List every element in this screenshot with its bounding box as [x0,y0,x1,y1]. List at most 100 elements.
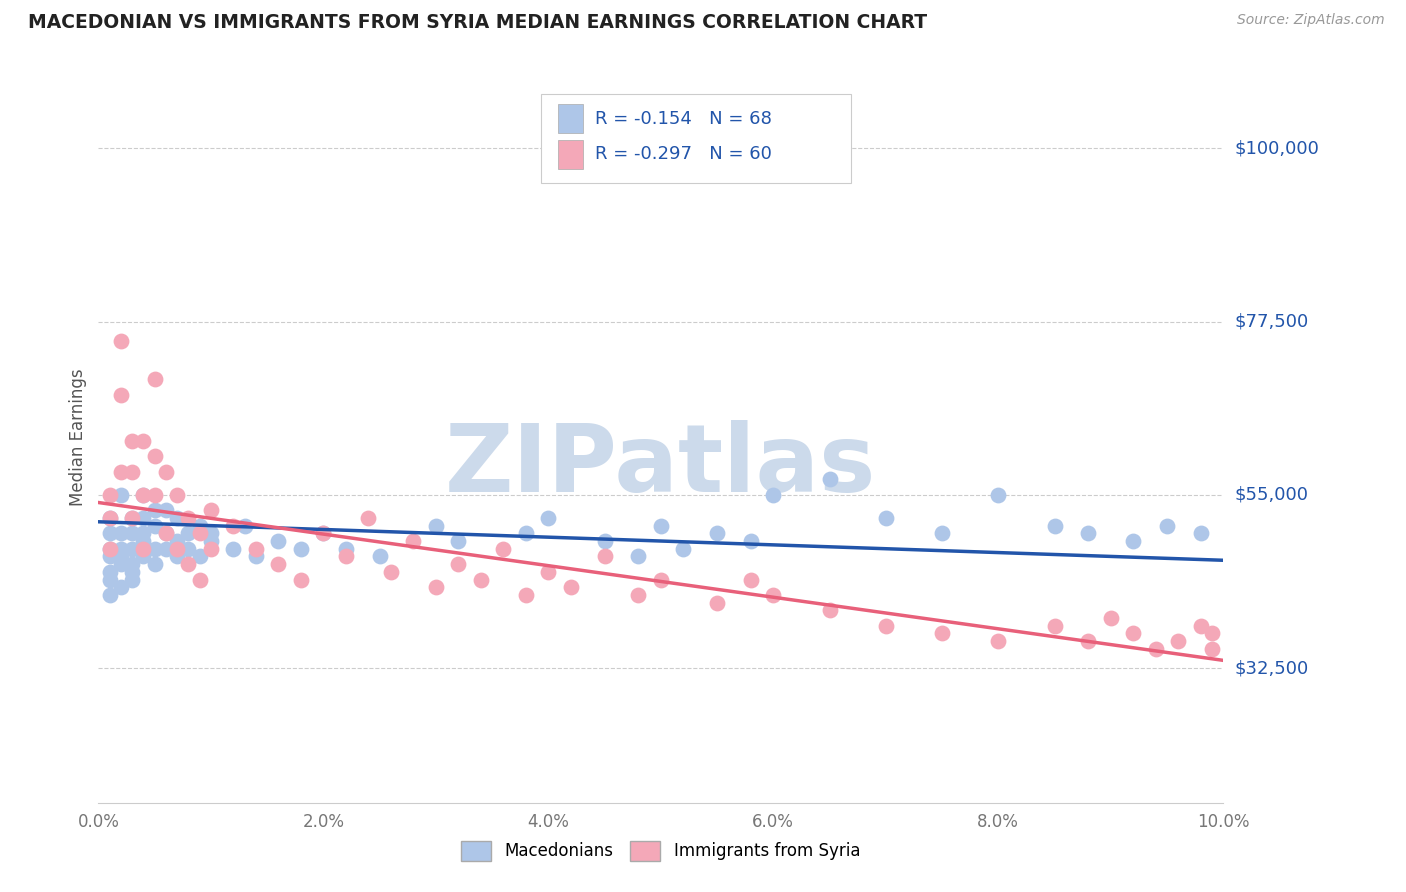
Point [155,503,177,517]
Point [188,518,211,533]
Point [312,526,335,541]
Point [121,573,143,587]
Point [1189,618,1212,632]
Point [492,541,515,556]
Point [368,549,391,564]
Point [143,557,166,571]
Point [818,603,841,617]
Point [98,488,121,502]
Point [1156,518,1178,533]
Point [155,465,177,479]
Point [166,541,188,556]
Text: ZIPatlas: ZIPatlas [446,420,876,512]
Point [537,565,560,579]
Point [335,541,357,556]
Text: $55,000: $55,000 [1234,486,1309,504]
Point [290,573,312,587]
Point [425,580,447,594]
Point [1077,634,1099,648]
Point [425,518,447,533]
Point [110,580,132,594]
Point [447,534,470,549]
Point [650,518,672,533]
Point [245,541,267,556]
Point [155,526,177,541]
Point [143,450,166,464]
Point [110,541,132,556]
Point [1043,518,1066,533]
Point [1201,641,1223,656]
Point [110,465,132,479]
Point [222,541,245,556]
Point [110,388,132,402]
Point [121,565,143,579]
Point [1122,626,1144,640]
Point [762,488,785,502]
Point [267,557,290,571]
Point [200,503,222,517]
Point [188,573,211,587]
Point [1144,641,1167,656]
Point [706,596,728,610]
Point [166,488,188,502]
Legend: Macedonians, Immigrants from Syria: Macedonians, Immigrants from Syria [454,834,868,868]
Point [357,511,380,525]
Point [143,488,166,502]
Point [177,557,200,571]
Point [233,518,256,533]
Point [132,488,155,502]
Point [627,588,650,602]
Point [740,573,762,587]
Point [132,488,155,502]
Point [110,334,132,348]
Point [177,511,200,525]
Point [132,549,155,564]
Point [267,534,290,549]
Point [98,511,121,525]
Point [110,549,132,564]
Point [143,541,166,556]
Point [98,526,121,541]
Point [335,549,357,564]
Point [188,549,211,564]
Text: R = -0.154   N = 68: R = -0.154 N = 68 [595,110,772,128]
Point [875,511,897,525]
Text: Source: ZipAtlas.com: Source: ZipAtlas.com [1237,13,1385,28]
Point [121,511,143,525]
Point [1167,634,1189,648]
Text: R = -0.297   N = 60: R = -0.297 N = 60 [595,145,772,163]
Point [143,518,166,533]
Point [1189,526,1212,541]
Point [290,541,312,556]
Point [121,465,143,479]
Point [110,557,132,571]
Point [166,549,188,564]
Point [447,557,470,571]
Y-axis label: Median Earnings: Median Earnings [69,368,87,506]
Text: $77,500: $77,500 [1234,312,1309,331]
Point [166,534,188,549]
Point [987,488,1010,502]
Point [1122,534,1144,549]
Point [98,541,121,556]
Point [1043,618,1066,632]
Point [762,588,785,602]
Point [650,573,672,587]
Point [155,541,177,556]
Point [132,511,155,525]
Text: $100,000: $100,000 [1234,139,1319,157]
Point [200,534,222,549]
Point [121,541,143,556]
Point [132,541,155,556]
Point [706,526,728,541]
Point [200,541,222,556]
Point [515,588,537,602]
Point [875,618,897,632]
Point [818,472,841,486]
Point [143,372,166,386]
Point [593,549,616,564]
Point [1099,611,1122,625]
Point [177,526,200,541]
Point [188,526,211,541]
Point [200,526,222,541]
